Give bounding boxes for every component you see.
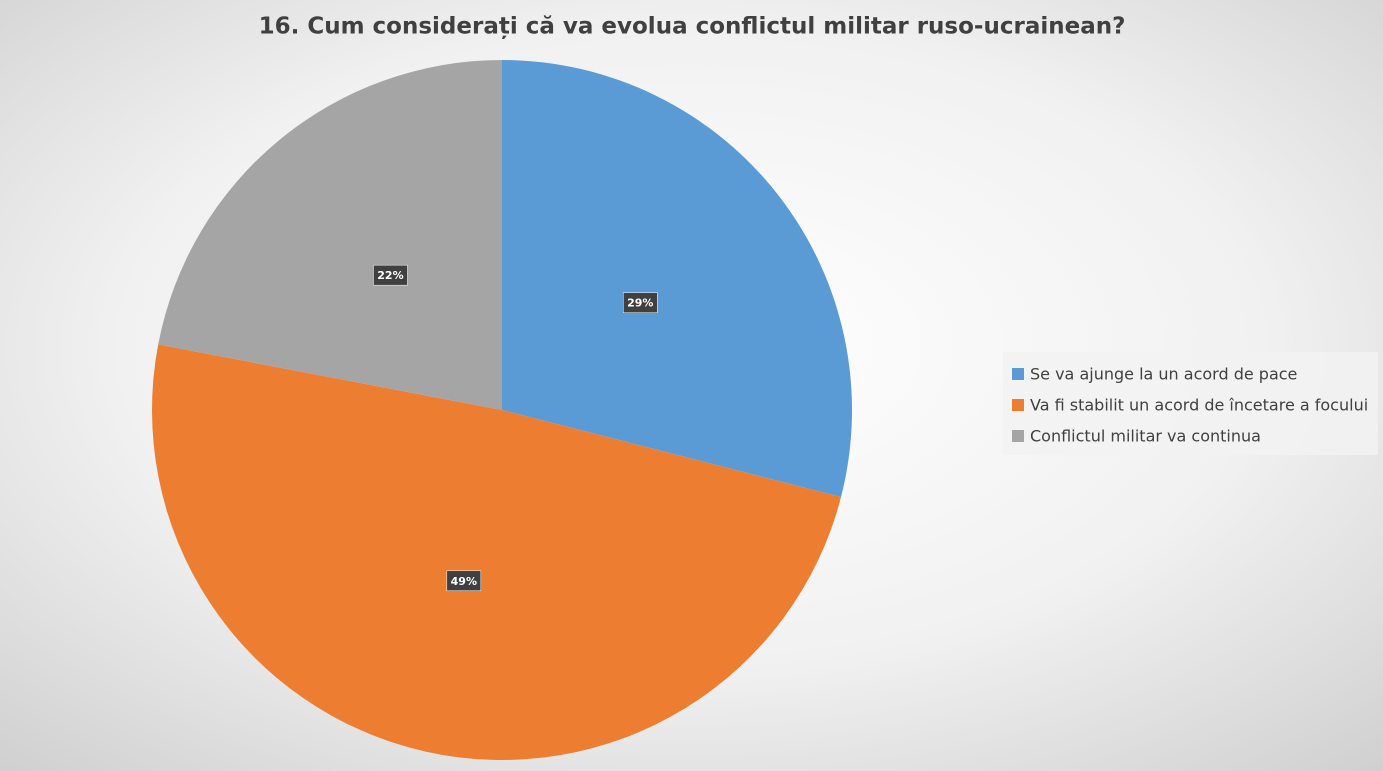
data-label: 29% xyxy=(627,297,653,310)
data-label-box xyxy=(373,264,408,286)
data-label-box xyxy=(446,570,482,592)
legend-swatch xyxy=(1012,368,1024,380)
legend-label: Se va ajunge la un acord de pace xyxy=(1030,365,1297,384)
pie-slice xyxy=(502,60,852,498)
pie-slice xyxy=(158,60,502,410)
legend-box xyxy=(1003,352,1378,455)
legend-label: Conflictul militar va continua xyxy=(1030,427,1261,446)
legend-swatch xyxy=(1012,399,1024,411)
data-label-box xyxy=(623,292,658,313)
data-label: 22% xyxy=(377,269,403,282)
legend-swatch xyxy=(1012,430,1024,442)
chart-title: 16. Cum considerați că va evolua conflic… xyxy=(259,14,1126,40)
data-label: 49% xyxy=(451,575,477,588)
pie-slice xyxy=(152,344,842,760)
legend-label: Va fi stabilit un acord de încetare a fo… xyxy=(1030,396,1368,415)
